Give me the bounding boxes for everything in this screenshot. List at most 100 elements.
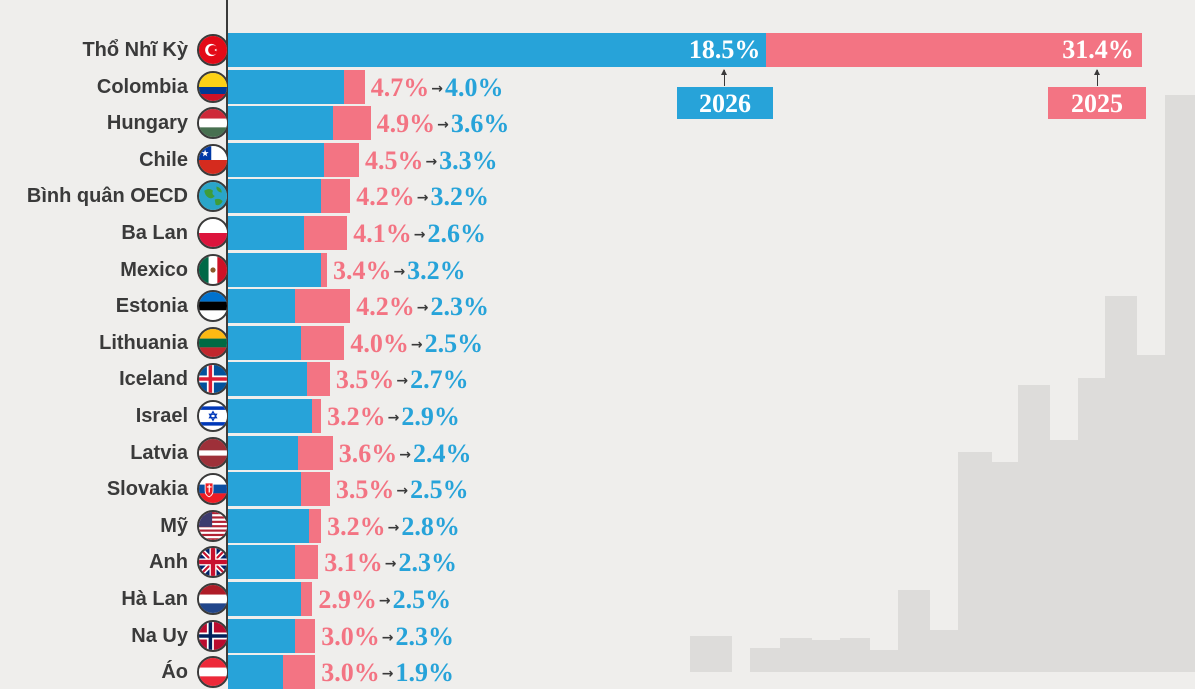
arrow-icon: → <box>378 593 391 609</box>
bar-2026 <box>228 508 310 543</box>
value-label-2026: 2.3% <box>398 548 457 578</box>
bar-2026 <box>228 106 333 141</box>
value-label-pair: 4.2% →2.3% <box>356 292 489 323</box>
bar-2026 <box>228 435 298 470</box>
value-label-2026: 3.2% <box>407 255 466 285</box>
value-label-pair: 2.9% →2.5% <box>318 585 451 616</box>
bar-2026 <box>228 545 295 580</box>
value-label-pair: 3.2% →2.9% <box>327 402 460 433</box>
bar-2026 <box>228 582 301 616</box>
arrow-icon: → <box>387 410 400 426</box>
bar-2026 <box>228 618 295 653</box>
country-label: Hà Lan <box>121 588 188 610</box>
value-label-2026: 2.7% <box>410 365 469 395</box>
arrow-icon: → <box>384 556 397 573</box>
value-label-2026: 3.2% <box>430 182 489 212</box>
value-label-2026: 2.5% <box>424 328 484 358</box>
value-label-2026: 18.5% <box>688 35 761 64</box>
country-label: Ba Lan <box>121 222 188 244</box>
value-label-2025: 3.2% <box>327 402 386 431</box>
bar-2026 <box>228 472 301 507</box>
value-label-2025: 2.9% <box>318 585 377 614</box>
value-label-2025: 31.4% <box>1062 35 1134 64</box>
legend-2026-box: 2026 <box>677 87 773 119</box>
value-label-2026: 2.5% <box>410 475 469 505</box>
arrow-icon: → <box>416 300 429 317</box>
country-label: Mexico <box>120 258 188 281</box>
value-label-pair: 3.6% →2.4% <box>339 439 472 470</box>
bar-2026 <box>228 69 345 104</box>
value-label-2025: 3.1% <box>324 548 383 578</box>
value-label-2026: 3.3% <box>439 145 498 175</box>
usa-flag-icon <box>197 509 229 542</box>
hungary-flag-icon <box>197 107 229 140</box>
netherlands-flag-icon <box>197 583 229 615</box>
poland-flag-icon <box>197 217 229 249</box>
value-label-pair: 3.5% →2.7% <box>336 365 469 396</box>
value-label-2025: 4.9% <box>376 109 436 139</box>
value-label-2025: 4.7% <box>370 72 430 102</box>
value-label-pair: 3.4% →3.2% <box>333 256 466 287</box>
country-label: Estonia <box>115 295 188 318</box>
value-label-2025: 3.0% <box>321 658 380 688</box>
value-label-2026: 3.6% <box>450 109 510 139</box>
country-label: Chile <box>139 148 188 171</box>
arrow-icon: → <box>425 153 438 170</box>
value-label-pair: 4.7% →4.0% <box>371 73 504 104</box>
country-label: Israel <box>135 405 188 427</box>
arrow-icon: → <box>381 666 394 683</box>
value-label-2025: 4.2% <box>356 292 415 322</box>
bar-2026 <box>228 33 767 67</box>
arrow-icon: → <box>396 483 409 500</box>
value-label-pair: 3.5% →2.5% <box>336 475 469 506</box>
value-label-2025: 3.5% <box>335 475 395 505</box>
value-label-2026: 2.6% <box>427 219 487 248</box>
value-label-pair: 4.0% →2.5% <box>350 329 483 360</box>
value-label-2026: 2.9% <box>401 402 460 431</box>
bar-2026 <box>228 289 295 324</box>
bar-2026 <box>228 142 325 177</box>
value-label-2025: 3.6% <box>338 438 398 468</box>
value-label-2025: 4.5% <box>364 145 424 175</box>
value-label-pair: 4.9% →3.6% <box>377 109 510 140</box>
lithuania-flag-icon <box>197 326 229 359</box>
arrow-icon: → <box>393 263 406 280</box>
bar-2026 <box>228 179 322 214</box>
country-label: Thổ Nhĩ Kỳ <box>82 39 188 61</box>
chile-flag-icon <box>197 143 229 176</box>
arrow-icon: → <box>437 117 449 134</box>
latvia-flag-icon <box>197 436 229 469</box>
value-label-2025: 3.5% <box>335 365 395 395</box>
austria-flag-icon <box>197 656 229 689</box>
value-label-2025: 3.4% <box>332 255 392 285</box>
country-label: Mỹ <box>160 514 188 537</box>
bar-chart: Thổ Nhĩ Kỳ 18.5% 31.4% Colombia 4.7% →4.0% Hun… <box>27 33 1142 689</box>
country-label: Anh <box>149 551 188 574</box>
norway-flag-icon <box>197 619 229 652</box>
bar-2026 <box>228 216 304 250</box>
value-label-pair: 4.2% →3.2% <box>356 182 489 213</box>
country-label: Latvia <box>130 441 188 464</box>
country-label: Colombia <box>96 75 188 98</box>
value-label-2025: 3.0% <box>321 621 380 651</box>
israel-flag-icon <box>197 400 229 432</box>
bar-2026 <box>228 362 307 397</box>
value-label-pair: 3.0% →1.9% <box>321 658 454 689</box>
value-label-2026: 2.4% <box>412 438 472 468</box>
arrow-icon: → <box>410 336 423 353</box>
value-label-2026: 2.5% <box>392 585 452 614</box>
arrow-icon: → <box>387 519 400 536</box>
country-label: Slovakia <box>106 478 188 501</box>
value-label-pair: 4.5% →3.3% <box>365 146 498 177</box>
value-label-pair: 3.2% →2.8% <box>327 512 460 543</box>
iceland-flag-icon <box>197 363 229 396</box>
arrow-icon: → <box>381 629 394 646</box>
arrow-icon: → <box>431 80 443 97</box>
turkey-flag-icon <box>197 34 229 66</box>
value-label-2025: 4.2% <box>356 182 415 212</box>
value-label-2025: 3.2% <box>327 511 386 541</box>
value-label-2026: 4.0% <box>445 72 504 102</box>
value-label-2026: 2.8% <box>401 511 460 541</box>
value-label-2026: 2.3% <box>395 621 455 651</box>
country-label: Hungary <box>106 112 188 135</box>
